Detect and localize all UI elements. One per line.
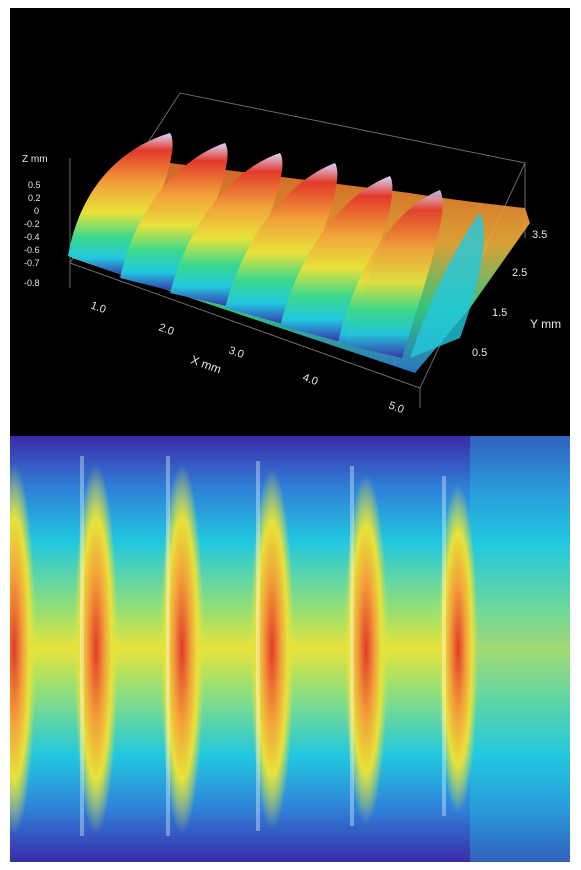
- z-tick: -0.7: [24, 258, 40, 268]
- highlight: [256, 461, 260, 831]
- stripe-5: [438, 484, 478, 814]
- ridge-4: [225, 163, 338, 326]
- stripe-2: [160, 464, 204, 834]
- y-tick: 1.5: [492, 307, 507, 319]
- stripe-1: [74, 464, 118, 834]
- highlight: [80, 456, 84, 836]
- stripe-0: [10, 464, 36, 834]
- z-axis-ticks: 0.5 0.2 0 -0.2 -0.4 -0.6 -0.7 -0.8: [24, 180, 41, 288]
- y-tick: 2.5: [512, 267, 527, 279]
- x-axis-ticks: 1.0 2.0 3.0 4.0 5.0: [89, 300, 405, 417]
- surface-3d-panel: Z mm 0.5 0.2 0 -0.2 -0.4 -0.6 -0.7 -0.8 …: [10, 8, 570, 436]
- height-map-panel: [10, 436, 570, 862]
- highlight: [442, 476, 446, 816]
- ridge-3: [170, 153, 283, 308]
- surface-3d-svg: Z mm 0.5 0.2 0 -0.2 -0.4 -0.6 -0.7 -0.8 …: [22, 92, 561, 417]
- highlight: [350, 466, 354, 826]
- stripe-highlights: [80, 456, 446, 836]
- ridge-stripes: [10, 464, 478, 834]
- z-tick: -0.4: [24, 232, 40, 242]
- z-tick: 0.5: [28, 180, 41, 190]
- y-axis-ticks: 3.5 2.5 1.5 0.5: [472, 229, 547, 359]
- ridge-1: [68, 133, 173, 278]
- z-tick: 0: [34, 206, 39, 216]
- z-tick: -0.8: [24, 278, 40, 288]
- z-tick: 0.2: [28, 193, 41, 203]
- y-tick: 0.5: [472, 347, 487, 359]
- x-tick: 3.0: [227, 345, 245, 362]
- stripe-4: [344, 474, 388, 824]
- y-tick: 3.5: [532, 229, 547, 241]
- ridges: [68, 133, 484, 358]
- x-tick: 2.0: [157, 322, 175, 339]
- z-tick: -0.6: [24, 245, 40, 255]
- ridge-7: [410, 213, 484, 358]
- ridge-2: [120, 143, 228, 293]
- map-right-band: [470, 436, 570, 862]
- ridge-6: [338, 190, 443, 358]
- stripe-3: [250, 469, 294, 829]
- z-tick: -0.2: [24, 219, 40, 229]
- ridge-5: [280, 176, 393, 343]
- highlight: [166, 456, 170, 836]
- height-map-svg: [10, 436, 570, 862]
- x-tick: 5.0: [387, 400, 405, 417]
- x-axis-label: X mm: [189, 353, 223, 377]
- z-axis-label: Z mm: [22, 154, 48, 165]
- x-tick: 4.0: [301, 372, 319, 389]
- x-tick: 1.0: [89, 300, 107, 317]
- y-axis-label: Y mm: [530, 317, 561, 331]
